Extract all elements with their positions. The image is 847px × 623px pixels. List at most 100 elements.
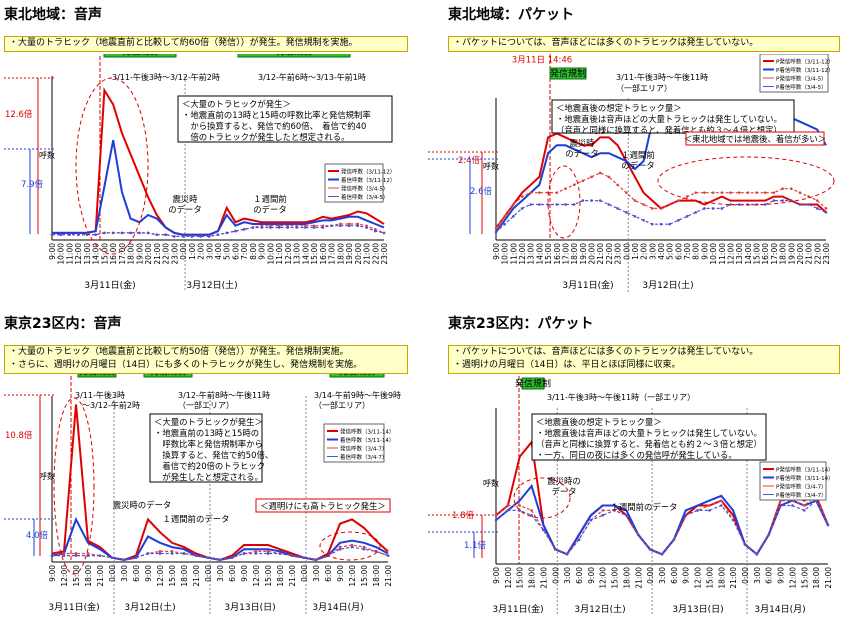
series-point xyxy=(347,222,351,226)
series-point xyxy=(350,545,354,549)
x-tick-label: 6:00 xyxy=(324,565,333,582)
annotation-line: から換算すると、発信で約60倍、 着信で約40 xyxy=(182,121,366,131)
legend-entry: 着信呼数（3/4-5） xyxy=(341,193,388,201)
x-tick-label: 2:00 xyxy=(640,243,649,260)
date-label: 3月11日(金) xyxy=(492,603,543,615)
summary-line: ・パケットについては、音声ほどには多くのトラヒックは発生していない。 xyxy=(453,38,759,48)
series-point xyxy=(553,548,557,551)
series-point xyxy=(386,554,390,557)
date-label: 3月12日(土) xyxy=(124,601,175,613)
series-point xyxy=(503,215,506,218)
series-point xyxy=(138,231,141,235)
x-tick-label: 11:00 xyxy=(718,243,727,265)
x-tick-label: 12:00 xyxy=(60,565,69,587)
series-point xyxy=(503,222,506,226)
series-point xyxy=(668,203,671,206)
series-point xyxy=(572,183,576,187)
x-tick-label: 15:00 xyxy=(544,243,553,265)
series-point xyxy=(86,554,90,557)
series-point xyxy=(529,203,533,206)
regulation-label: 発信規制 xyxy=(150,374,186,378)
series-point xyxy=(230,556,234,560)
series-point xyxy=(85,233,89,236)
quake-label: 地震発生3月11日 14:46 xyxy=(512,54,572,66)
x-tick-label: 14:00 xyxy=(535,243,544,265)
series-point xyxy=(216,233,220,236)
legend-entry: 着信呼数（3/11-14） xyxy=(340,436,394,444)
regulation-period: 3/11-午後3時～午後11時（一部エリア） xyxy=(547,392,695,402)
series-point xyxy=(538,203,541,206)
series-point xyxy=(555,203,559,206)
x-tick-label: 9:00 xyxy=(700,243,709,260)
series-point xyxy=(518,509,522,512)
x-tick-label: 10:00 xyxy=(57,243,66,265)
series-point xyxy=(651,222,654,226)
x-tick-label: 12:00 xyxy=(504,567,513,589)
series-point xyxy=(260,226,263,229)
series-point xyxy=(703,191,706,194)
series-point xyxy=(339,224,342,228)
x-tick-label: 0:00 xyxy=(108,565,117,582)
x-tick-label: 0:00 xyxy=(741,567,750,584)
x-tick-label: 6:00 xyxy=(575,567,584,584)
x-tick-label: 21:00 xyxy=(596,243,605,265)
x-tick-label: 17:00 xyxy=(561,243,570,265)
x-tick-label: 18:00 xyxy=(372,565,381,587)
series-point xyxy=(251,226,255,229)
annotation-line: 換算すると、発信で約50倍、 xyxy=(154,450,273,460)
series-point xyxy=(518,504,522,507)
legend-entry: P着信呼数（3/11-14） xyxy=(776,474,834,482)
x-tick-label: 12:00 xyxy=(74,243,83,265)
series-point xyxy=(633,215,637,218)
x-tick-label: 10:00 xyxy=(266,243,275,265)
x-tick-label: 0:00 xyxy=(551,567,560,584)
x-tick-label: 0:00 xyxy=(622,243,631,260)
legend-entry: 発信呼数（3/4-7） xyxy=(340,445,387,453)
x-tick-label: 15:00 xyxy=(611,567,620,589)
legend-entry: 発信呼数（3/11-14） xyxy=(340,428,394,436)
series-point xyxy=(685,195,689,198)
x-tick-label: 10:00 xyxy=(501,243,510,265)
series-point xyxy=(711,207,715,210)
series-point xyxy=(520,195,524,198)
x-tick-label: 18:00 xyxy=(336,243,345,265)
chart-tokyo-voice: 呼数9:00 12:00 15:00 18:00 21:00 0:00 3:00 6:00 9:… xyxy=(4,374,401,614)
regulation-period: （一部エリア） xyxy=(314,400,370,410)
series-point xyxy=(254,550,258,553)
x-tick-label: 21:00 xyxy=(288,565,297,587)
note-text: ＜東北地域では地震後、着信が多い＞ xyxy=(684,134,826,144)
series-point xyxy=(642,218,645,222)
x-tick-label: 15:00 xyxy=(264,565,273,587)
series-point xyxy=(277,224,281,228)
y-axis-label: 呼数 xyxy=(483,478,499,488)
series-point xyxy=(74,552,78,555)
x-tick-label: 16:00 xyxy=(553,243,562,265)
x-tick-label: 0:00 xyxy=(646,567,655,584)
series-point xyxy=(824,211,828,214)
x-tick-label: 12:00 xyxy=(156,565,165,587)
x-tick-label: 1:00 xyxy=(631,243,640,260)
series-point xyxy=(134,556,138,560)
x-tick-label: 4:00 xyxy=(214,243,223,260)
series-point xyxy=(789,187,793,191)
highlight-ellipse xyxy=(657,156,835,206)
series-point xyxy=(564,203,567,206)
x-tick-label: 4:00 xyxy=(657,243,666,260)
x-tick-label: 21:00 xyxy=(729,567,738,589)
x-tick-label: 20:00 xyxy=(588,243,597,265)
series-point xyxy=(242,552,246,555)
x-tick-label: 6:00 xyxy=(765,567,774,584)
series-point xyxy=(278,552,282,555)
x-tick-label: 12:00 xyxy=(599,567,608,589)
x-tick-label: 15:00 xyxy=(705,567,714,589)
x-tick-label: 9:00 xyxy=(48,565,57,582)
series-point xyxy=(781,187,784,191)
x-tick-label: 23:00 xyxy=(170,243,179,265)
series-point xyxy=(798,203,802,206)
series-point xyxy=(624,191,628,194)
x-tick-label: 23:00 xyxy=(614,243,623,265)
series-point xyxy=(772,199,776,202)
multiplier-label: 2.6倍 xyxy=(470,186,493,197)
series-point xyxy=(743,543,747,546)
annotation-box xyxy=(551,99,795,134)
